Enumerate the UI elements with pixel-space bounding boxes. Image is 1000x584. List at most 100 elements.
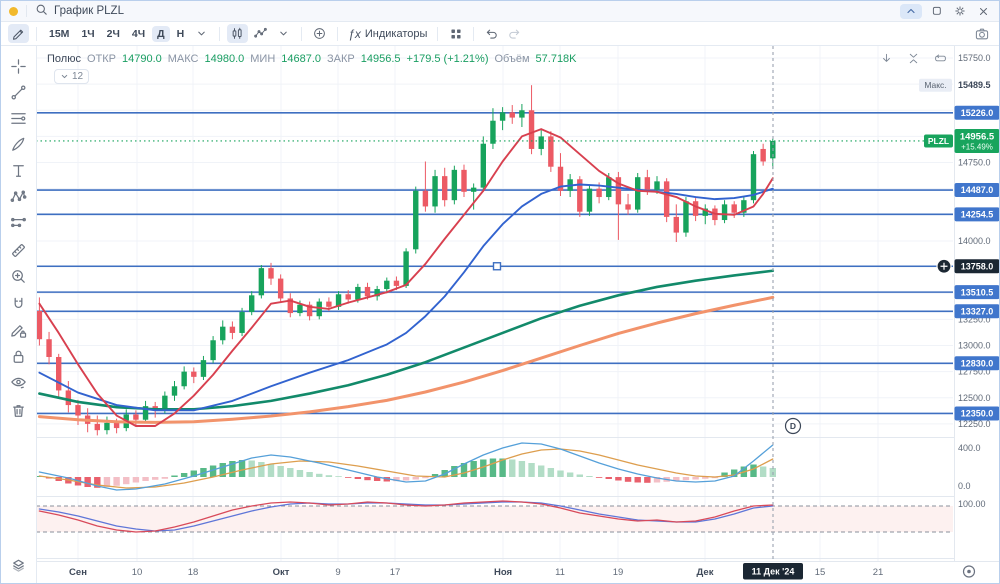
timeframe-4h[interactable]: 4Ч (131, 27, 146, 40)
legend-collapse-toggle[interactable]: 12 (54, 69, 90, 84)
candle-body (451, 169, 458, 201)
level-settings-icon[interactable] (936, 258, 952, 274)
symbol-search[interactable]: График PLZL (35, 3, 124, 19)
level-price-chip[interactable] (954, 304, 1000, 319)
macd-hist-bar (354, 477, 362, 479)
compare-add-button[interactable] (309, 24, 330, 43)
drawing-lock-tool-icon[interactable] (6, 317, 32, 343)
macd-hist-bar (229, 461, 236, 477)
macd-axis-label: 0.0 (958, 481, 971, 491)
line-style-button[interactable] (250, 24, 271, 43)
candle-body (46, 339, 52, 357)
macd-hist-bar (759, 466, 767, 477)
magnet-tool-icon[interactable] (6, 291, 32, 317)
brush-tool-icon[interactable] (6, 131, 32, 157)
gear-icon[interactable] (952, 4, 968, 19)
redo-button[interactable] (504, 24, 525, 43)
restore-window-icon[interactable] (929, 4, 945, 19)
candle-body (133, 414, 139, 420)
level-price-chip[interactable] (954, 207, 1000, 222)
pattern-xabcd-tool-icon[interactable] (6, 183, 32, 209)
time-tick-label: 11 (555, 567, 565, 578)
macd-hist-bar (335, 476, 342, 477)
macd-hist-bar (219, 463, 226, 477)
high-label: МАКС (167, 53, 199, 65)
macd-hist-bar (634, 477, 641, 483)
projection-tool-icon[interactable] (6, 209, 32, 235)
macd-hist-bar (692, 477, 699, 480)
level-price-chip[interactable] (954, 183, 1000, 198)
candle-body (750, 154, 757, 201)
time-settings-icon[interactable] (962, 565, 976, 578)
level-drag-handle[interactable] (492, 262, 502, 271)
timeframe-2h[interactable]: 2Ч (106, 27, 120, 40)
candle-body (335, 294, 342, 307)
candle-body (663, 181, 670, 217)
candle-body (36, 310, 43, 340)
fib-lines-tool-icon[interactable] (6, 105, 32, 131)
indicators-button[interactable]: ƒx Индикаторы (345, 27, 430, 41)
layout-grid-button[interactable] (445, 24, 466, 43)
candle-body (470, 187, 477, 192)
candlestick-style-button[interactable] (227, 24, 249, 43)
candle-body (326, 301, 332, 307)
symbol-name[interactable]: Полюс (47, 53, 81, 65)
collapse-panes-button[interactable] (903, 51, 923, 66)
svg-text:+15.49%: +15.49% (961, 142, 993, 151)
candle-body (635, 177, 641, 210)
timeframe-15m[interactable]: 15М (49, 27, 70, 40)
macd-hist-bar (605, 477, 612, 479)
divider (219, 26, 221, 41)
text-tool-icon[interactable] (6, 157, 32, 183)
macd-hist-bar (509, 459, 516, 477)
timeframe-week[interactable]: Н (176, 27, 185, 40)
close-icon[interactable] (975, 4, 991, 19)
dividend-marker[interactable] (784, 417, 802, 435)
macd-hist-bar (123, 477, 130, 485)
candle-body (210, 340, 216, 361)
price-chart[interactable]: D15750.015000.014750.014000.013250.01300… (1, 46, 999, 583)
time-tick-label: Окт (273, 567, 290, 578)
candle-body (162, 395, 168, 411)
timeframe-menu-chevron-icon[interactable] (191, 24, 212, 43)
lock-tool-icon[interactable] (6, 343, 32, 369)
price-axis-label: 13000.0 (958, 340, 991, 350)
draw-pencil-button[interactable] (8, 24, 29, 43)
candle-body (94, 423, 100, 431)
ruler-tool-icon[interactable] (6, 237, 32, 263)
level-price-chip[interactable] (954, 105, 1000, 120)
candle-body (364, 286, 371, 297)
trend-line-tool-icon[interactable] (6, 79, 32, 105)
level-price-chip[interactable] (954, 356, 1000, 371)
reset-scale-button[interactable] (930, 51, 950, 66)
macd-hist-bar (209, 465, 217, 477)
macd-hist-bar (566, 472, 574, 477)
zoom-in-tool-icon[interactable] (6, 263, 32, 289)
candle-body (384, 280, 390, 290)
candle-body (548, 136, 554, 167)
candle-body (538, 136, 544, 149)
timeframe-day[interactable]: Д (152, 25, 170, 42)
last-price-chip[interactable] (954, 128, 1000, 153)
remove-drawings-trash-icon[interactable] (6, 397, 32, 423)
hide-drawings-eye-icon[interactable] (6, 369, 32, 395)
collapse-window-button[interactable] (900, 3, 922, 19)
crosshair-tool-icon[interactable] (6, 53, 32, 79)
screenshot-camera-button[interactable] (971, 24, 992, 43)
selected-level-price-chip[interactable] (954, 259, 1000, 274)
candle-body (171, 386, 178, 396)
scroll-to-recent-button[interactable] (876, 51, 896, 66)
level-price-chip[interactable] (954, 406, 1000, 421)
candle-body (413, 190, 419, 250)
candle-body (191, 371, 197, 377)
stoch-band-fill (36, 506, 953, 532)
macd-hist-bar (480, 459, 487, 477)
level-price-chip[interactable] (954, 285, 1000, 300)
style-menu-chevron-icon[interactable] (273, 24, 294, 43)
macd-hist-bar (180, 473, 188, 477)
macd-hist-bar (460, 463, 468, 477)
status-dot (9, 6, 18, 16)
timeframe-1h[interactable]: 1Ч (81, 27, 95, 40)
undo-button[interactable] (481, 24, 502, 43)
object-tree-layers-icon[interactable] (6, 551, 32, 577)
